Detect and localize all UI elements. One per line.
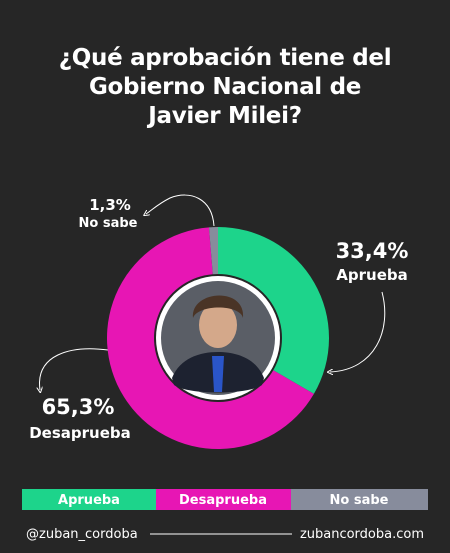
annotation-arrow: [330, 291, 386, 372]
legend-label: Aprueba: [58, 493, 120, 508]
category-label: Aprueba: [336, 266, 407, 284]
donut: [106, 227, 329, 450]
legend-swatch: [156, 489, 291, 510]
footer-handle: @zuban_cordoba: [26, 527, 138, 542]
value-label: 1,3%: [89, 196, 131, 214]
chart-title: ¿Qué aprobación tiene del Gobierno Nacio…: [58, 45, 392, 129]
photo: [156, 276, 280, 400]
legend-label: No sabe: [330, 493, 389, 508]
annotation-arrow: [146, 194, 215, 227]
footer-website: zubancordoba.com: [300, 527, 424, 542]
legend-swatch: [22, 489, 156, 510]
legend-swatch: [291, 489, 428, 510]
donut-segment: [106, 227, 314, 450]
value-label: 65,3%: [42, 395, 115, 419]
legend-label: Desaprueba: [179, 493, 267, 508]
value-label: 33,4%: [336, 239, 409, 263]
donut-segment: [208, 227, 218, 275]
category-label: No sabe: [79, 216, 138, 231]
category-label: Desaprueba: [29, 424, 131, 442]
donut-segment: [218, 227, 329, 394]
annotation-arrow: [40, 348, 109, 390]
